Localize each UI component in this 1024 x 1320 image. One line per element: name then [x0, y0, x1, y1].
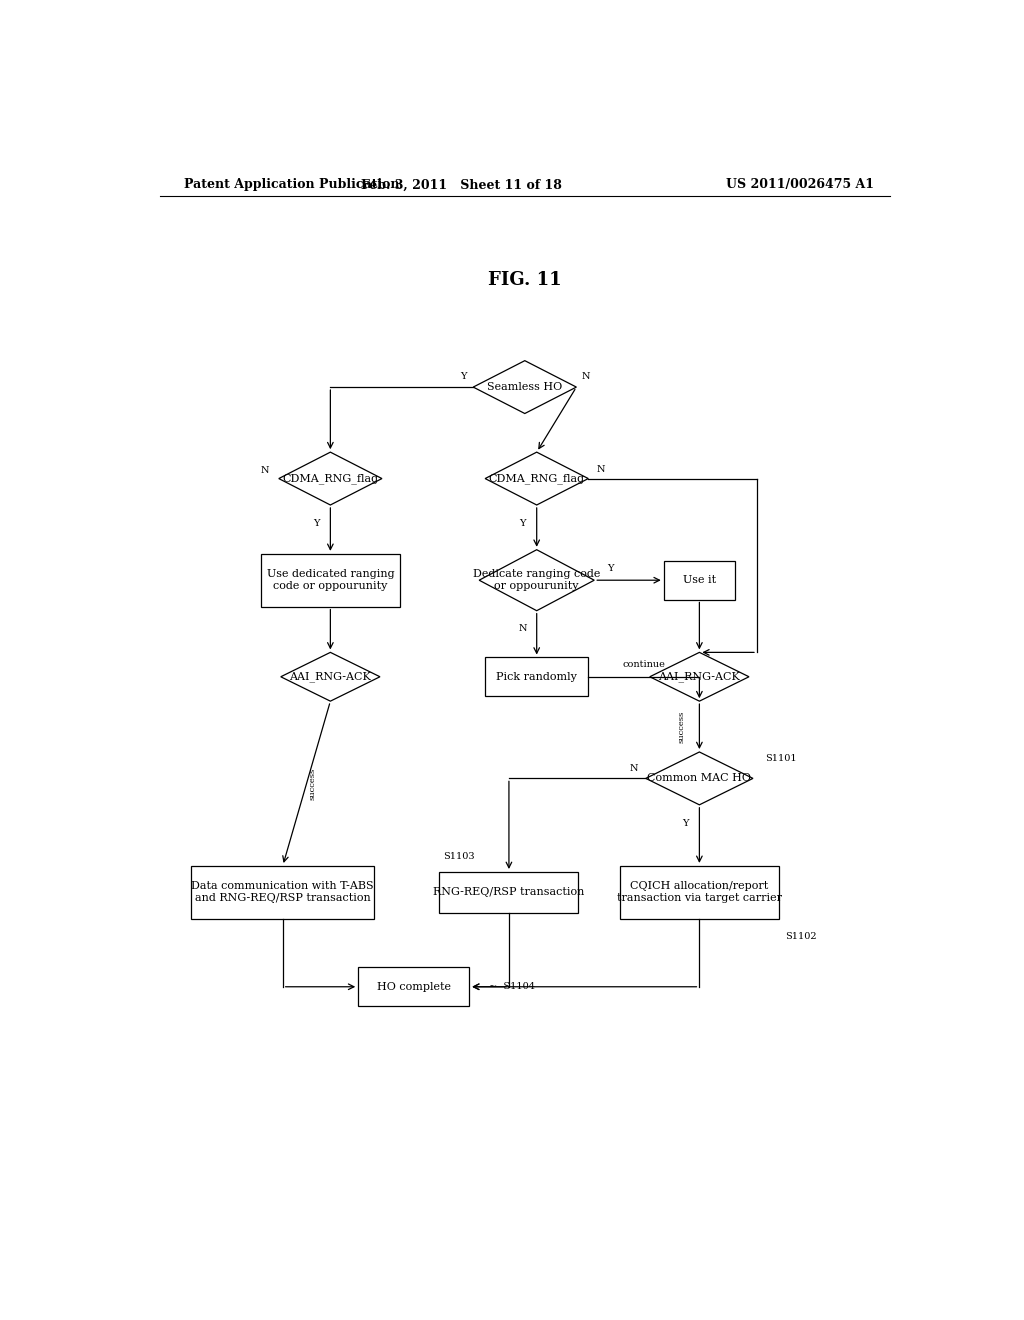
Text: Pick randomly: Pick randomly — [497, 672, 578, 681]
Bar — [261, 554, 399, 607]
Text: N: N — [597, 465, 605, 474]
Text: Patent Application Publication: Patent Application Publication — [183, 178, 399, 191]
Text: continue: continue — [623, 660, 666, 669]
Text: S1102: S1102 — [785, 932, 817, 941]
Text: AAI_RNG-ACK: AAI_RNG-ACK — [658, 672, 740, 682]
Bar — [485, 657, 588, 696]
Text: FIG. 11: FIG. 11 — [488, 272, 561, 289]
Text: Y: Y — [313, 519, 319, 528]
Text: Use it: Use it — [683, 576, 716, 585]
Text: Feb. 3, 2011   Sheet 11 of 18: Feb. 3, 2011 Sheet 11 of 18 — [360, 178, 562, 191]
Text: S1101: S1101 — [765, 754, 797, 763]
Text: success: success — [309, 767, 316, 800]
Text: Seamless HO: Seamless HO — [487, 381, 562, 392]
Text: Data communication with T-ABS
and RNG-REQ/RSP transaction: Data communication with T-ABS and RNG-RE… — [191, 882, 374, 903]
Text: Y: Y — [461, 372, 467, 381]
Text: Y: Y — [682, 818, 688, 828]
Text: Dedicate ranging code
or oppourunity: Dedicate ranging code or oppourunity — [473, 569, 600, 591]
Text: HO complete: HO complete — [377, 982, 451, 991]
Text: N: N — [260, 466, 268, 475]
Text: N: N — [630, 764, 638, 772]
Text: CDMA_RNG_flag: CDMA_RNG_flag — [283, 473, 379, 484]
Bar — [191, 866, 374, 919]
Text: RNG-REQ/RSP transaction: RNG-REQ/RSP transaction — [433, 887, 585, 898]
Text: Use dedicated ranging
code or oppourunity: Use dedicated ranging code or oppourunit… — [266, 569, 394, 591]
Text: Common MAC HO: Common MAC HO — [647, 774, 752, 783]
Text: N: N — [582, 372, 590, 381]
Text: CQICH allocation/report
transaction via target carrier: CQICH allocation/report transaction via … — [616, 882, 782, 903]
Text: Y: Y — [519, 519, 525, 528]
Text: Y: Y — [607, 564, 613, 573]
Text: N: N — [518, 624, 526, 634]
Bar — [620, 866, 778, 919]
Text: ~  S1104: ~ S1104 — [489, 982, 536, 991]
Text: success: success — [678, 710, 686, 743]
Text: US 2011/0026475 A1: US 2011/0026475 A1 — [726, 178, 873, 191]
Bar — [664, 561, 735, 599]
Text: S1103: S1103 — [443, 853, 475, 861]
Text: AAI_RNG-ACK: AAI_RNG-ACK — [290, 672, 372, 682]
Bar — [439, 873, 579, 912]
Text: CDMA_RNG_flag: CDMA_RNG_flag — [488, 473, 585, 484]
Bar — [358, 968, 469, 1006]
